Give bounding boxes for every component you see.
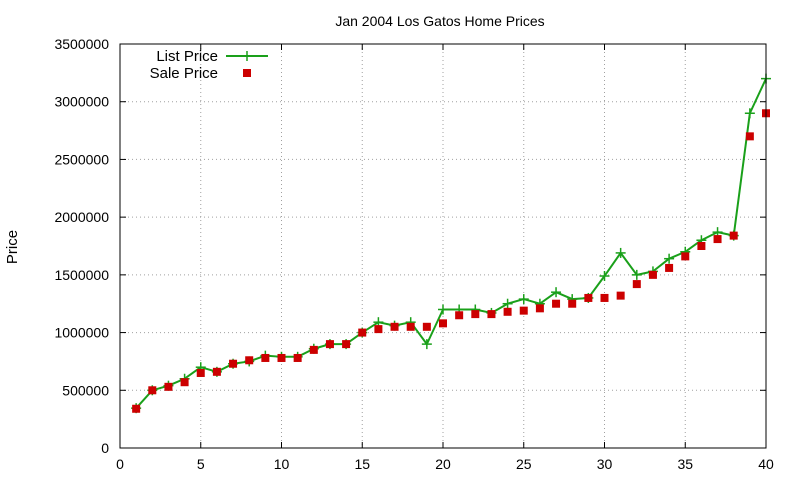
list-price-point — [631, 269, 642, 280]
sale-price-point — [277, 353, 286, 362]
y-tick-label: 500000 — [62, 382, 109, 398]
x-tick-label: 20 — [435, 456, 451, 472]
y-tick-label: 3000000 — [54, 94, 109, 110]
sale-price-point — [455, 311, 464, 320]
plot-frame — [119, 43, 767, 449]
list-price-point — [502, 298, 513, 309]
legend-square-marker — [243, 69, 251, 77]
sale-price-point — [665, 263, 674, 272]
sale-price-point — [568, 299, 577, 308]
plot-area — [131, 73, 771, 414]
sale-price-point — [358, 328, 367, 337]
sale-price-point — [261, 353, 270, 362]
list-price-point — [438, 304, 448, 315]
y-tick-label: 2000000 — [54, 209, 109, 225]
sale-price-point — [713, 235, 722, 244]
y-tick-label: 1500000 — [54, 267, 109, 283]
sale-price-point — [729, 231, 738, 240]
series-list-price — [131, 73, 771, 414]
list-price-point — [518, 294, 529, 305]
x-tick-label: 0 — [116, 456, 124, 472]
sale-price-point — [422, 322, 431, 331]
sale-price-point — [196, 368, 205, 377]
y-tick-label: 0 — [101, 440, 109, 456]
sale-price-point — [632, 280, 641, 289]
x-tick-label: 25 — [516, 456, 532, 472]
sale-price-point — [535, 304, 544, 313]
sale-price-point — [519, 306, 528, 315]
y-axis-label: Price — [4, 230, 21, 264]
x-tick-label: 40 — [758, 456, 774, 472]
list-price-point — [744, 108, 755, 119]
sale-price-point — [309, 345, 318, 354]
grid — [120, 44, 766, 448]
y-tick-label: 3500000 — [54, 36, 109, 52]
sale-price-point — [245, 356, 254, 365]
sale-price-point — [600, 293, 609, 302]
y-tick-label: 1000000 — [54, 325, 109, 341]
sale-price-point — [325, 340, 334, 349]
sale-price-point — [552, 299, 561, 308]
sale-price-point — [648, 270, 657, 279]
sale-price-point — [390, 322, 399, 331]
sale-price-point — [132, 404, 141, 413]
sale-price-point — [584, 293, 593, 302]
sale-price-point — [487, 310, 496, 319]
sale-price-point — [229, 359, 238, 368]
sale-price-point — [616, 291, 625, 300]
sale-price-point — [681, 252, 690, 261]
sale-price-point — [342, 340, 351, 349]
sale-price-point — [697, 242, 706, 250]
legend-label: Sale Price — [150, 65, 218, 82]
sale-price-point — [180, 378, 189, 387]
list-price-point — [664, 253, 675, 264]
sale-price-point — [212, 367, 221, 376]
sale-price-point — [503, 307, 512, 316]
list-price-point — [599, 271, 610, 282]
chart-title: Jan 2004 Los Gatos Home Prices — [335, 13, 544, 29]
axis-ticks: 0 5 10 15 20 25 30 35 40 0 500000 1000000 1500000 200… — [54, 36, 774, 472]
x-tick-label: 15 — [354, 456, 370, 472]
list-price-point — [615, 247, 626, 258]
x-tick-label: 35 — [677, 456, 693, 472]
sale-price-point — [439, 319, 447, 328]
list-price-point — [551, 287, 562, 298]
legend-cross-marker — [242, 51, 252, 61]
x-tick-label: 5 — [197, 456, 205, 472]
sale-price-point — [406, 322, 415, 331]
sale-price-point — [148, 386, 157, 395]
x-tick-label: 30 — [597, 456, 613, 472]
list-price-point — [421, 339, 432, 350]
sale-price-point — [293, 353, 302, 362]
x-tick-label: 10 — [274, 456, 290, 472]
sale-price-point — [745, 132, 754, 141]
series-sale-price — [132, 109, 770, 413]
sale-price-point — [164, 382, 173, 391]
list-price-line — [135, 78, 767, 409]
legend-label: List Price — [156, 48, 218, 65]
sale-price-point — [374, 325, 383, 334]
sale-price-point — [471, 310, 480, 319]
y-tick-label: 2500000 — [54, 151, 109, 167]
